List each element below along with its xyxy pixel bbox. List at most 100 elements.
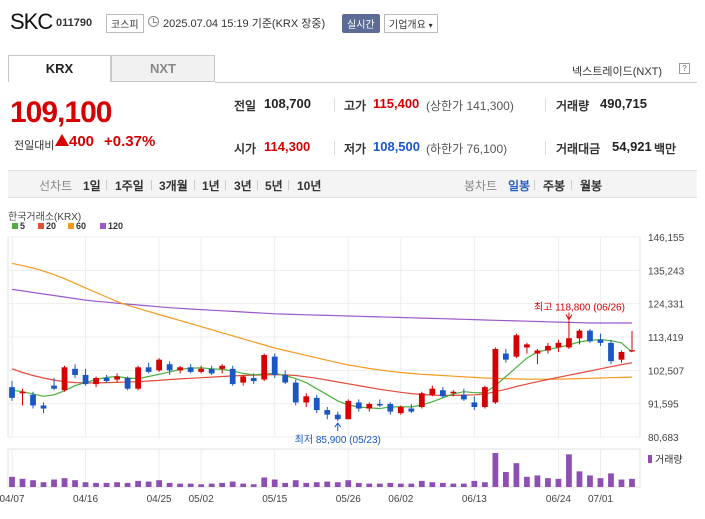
candle-body <box>41 405 47 408</box>
candle-body <box>30 395 36 406</box>
candle-body <box>62 367 68 390</box>
candle-body <box>440 390 446 396</box>
volume-bar <box>293 480 299 487</box>
candle-body <box>240 376 246 382</box>
volume-bar <box>272 480 278 487</box>
candle-body <box>293 383 299 403</box>
volume-bar <box>93 483 99 487</box>
candle-body <box>503 354 509 360</box>
candle-body <box>219 366 225 369</box>
candle-body <box>524 344 530 347</box>
candle <box>387 402 393 414</box>
volume-bar <box>104 483 110 487</box>
x-tick-label: 04/07 <box>0 494 25 505</box>
candle <box>177 366 183 374</box>
ma5-line <box>12 340 632 409</box>
candle-body <box>577 331 583 339</box>
volume-legend-swatch <box>648 455 652 463</box>
candle <box>482 386 488 409</box>
candle-body <box>387 404 393 412</box>
volume-bar <box>251 484 257 487</box>
candle <box>345 399 351 419</box>
volume-bar <box>20 479 26 487</box>
high-annotation: 최고 118,800 (06/26) <box>534 302 625 314</box>
volume-bar <box>219 483 225 487</box>
candle <box>230 366 236 386</box>
candle <box>272 354 278 378</box>
volume-bar <box>461 484 467 487</box>
candle <box>335 412 341 421</box>
candle <box>72 364 78 378</box>
volume-bar <box>356 483 362 487</box>
volume-bar <box>240 484 246 487</box>
volume-bar <box>503 472 509 487</box>
candle <box>598 334 604 346</box>
candle-body <box>398 407 404 413</box>
candle-body <box>188 367 194 372</box>
candle-body <box>356 402 362 408</box>
low-annotation: 최저 85,900 (05/23) <box>295 434 381 446</box>
candle-body <box>93 378 99 384</box>
x-tick-label: 04/25 <box>147 494 172 505</box>
candle <box>219 364 225 373</box>
candle <box>324 407 330 419</box>
volume-bar <box>450 484 456 487</box>
candle-body <box>272 357 278 375</box>
candle-body <box>104 378 110 381</box>
candle-body <box>251 378 257 381</box>
volume-bar <box>30 480 36 487</box>
volume-bar <box>324 482 330 487</box>
candle-body <box>608 343 614 361</box>
volume-bar <box>209 484 215 487</box>
candle <box>156 358 162 372</box>
candle-body <box>566 338 572 347</box>
candle <box>429 386 435 397</box>
candle <box>556 340 562 352</box>
candle-body <box>230 369 236 384</box>
candle-body <box>598 340 604 343</box>
y-tick-label: 80,683 <box>648 433 679 444</box>
volume-bar <box>198 484 204 487</box>
volume-bar <box>566 454 572 487</box>
volume-bar <box>135 481 141 487</box>
volume-bar <box>514 463 520 487</box>
candle-body <box>282 375 288 383</box>
candle <box>314 395 320 413</box>
candle-body <box>629 350 635 351</box>
candle <box>83 369 89 386</box>
candle-body <box>366 404 372 409</box>
volume-bar <box>261 477 267 487</box>
candle-body <box>261 355 267 379</box>
volume-bar <box>345 480 351 487</box>
volume-bar <box>366 484 372 487</box>
candle <box>461 389 467 401</box>
candle <box>125 376 131 390</box>
volume-bar <box>629 479 635 487</box>
candle <box>524 343 530 354</box>
candle-body <box>314 398 320 410</box>
candle-body <box>146 367 152 372</box>
candle <box>356 399 362 411</box>
candle <box>198 366 204 374</box>
candle <box>114 373 120 382</box>
candle <box>282 370 288 384</box>
candle-body <box>450 392 456 394</box>
x-tick-label: 05/02 <box>189 494 214 505</box>
volume-bar <box>188 484 194 487</box>
candle-body <box>83 375 89 384</box>
candle <box>440 387 446 398</box>
candle <box>135 366 141 390</box>
volume-bar <box>482 482 488 487</box>
volume-bar <box>408 484 414 487</box>
candle-body <box>198 369 204 372</box>
volume-bar <box>125 483 131 487</box>
candle <box>629 331 635 352</box>
candle <box>188 364 194 373</box>
volume-bar <box>335 482 341 487</box>
volume-bar <box>419 481 425 487</box>
y-tick-label: 102,507 <box>648 366 685 377</box>
candle-body <box>209 369 215 374</box>
candle-body <box>419 393 425 407</box>
y-tick-label: 124,331 <box>648 300 685 311</box>
